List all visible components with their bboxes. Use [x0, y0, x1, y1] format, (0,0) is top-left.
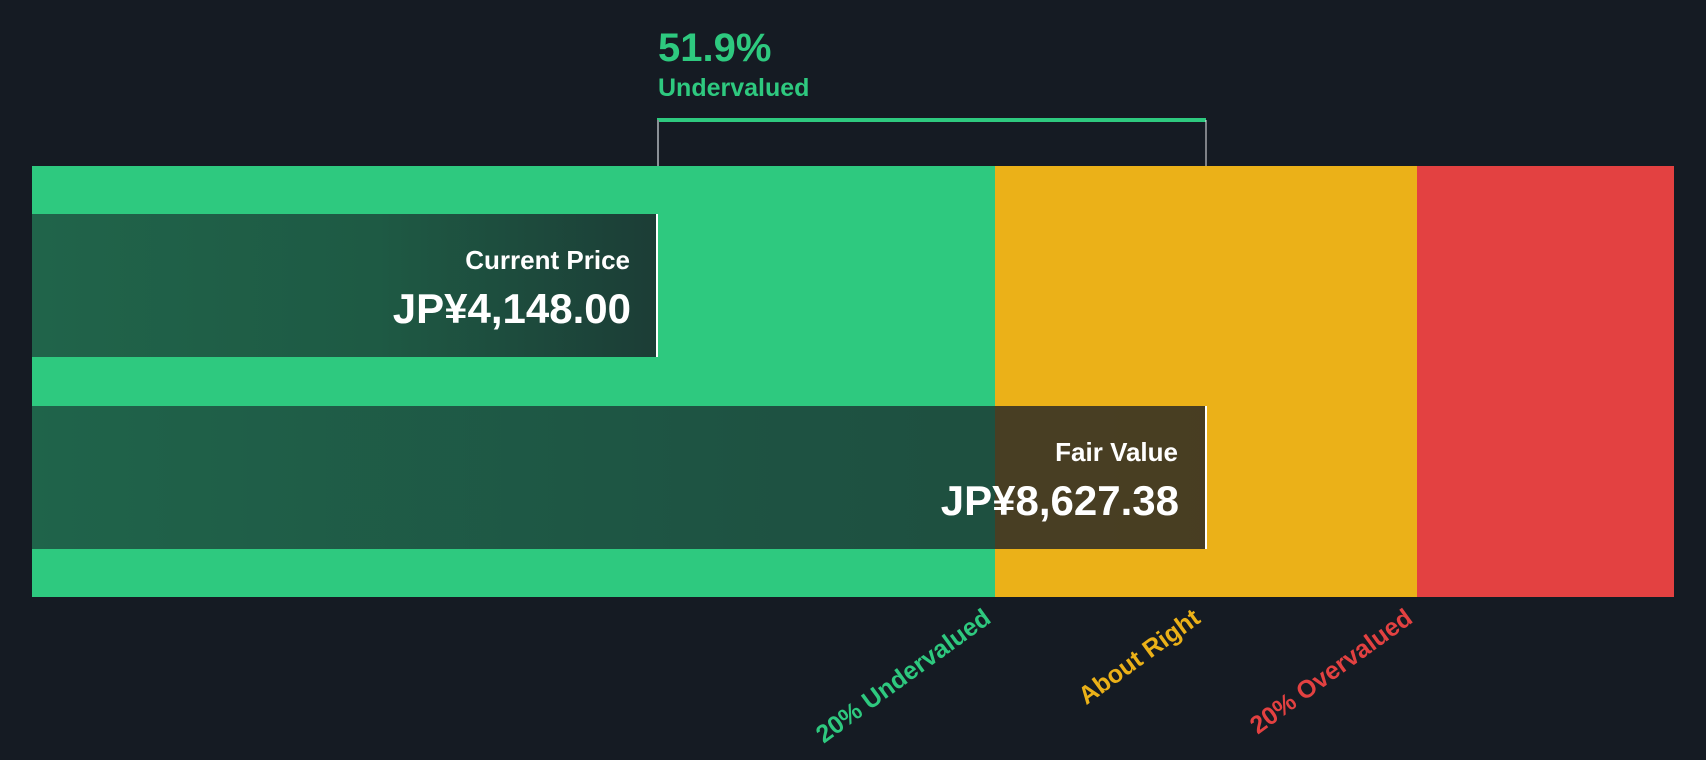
zone-label-undervalued: 20% Undervalued: [810, 603, 996, 749]
difference-bracket-top: [657, 118, 1206, 122]
current-price-label: Current Price: [465, 245, 630, 275]
current-price-bar: [32, 214, 657, 357]
zone-label-overvalued: 20% Overvalued: [1244, 603, 1418, 740]
fair-value-marker: [1205, 406, 1207, 549]
zone-overvalued: [1417, 166, 1674, 597]
fair-value-value: JP¥8,627.38: [940, 477, 1179, 524]
current-price-marker: [656, 214, 658, 357]
headline-label: Undervalued: [658, 74, 810, 102]
headline-percent: 51.9%: [658, 26, 772, 70]
fair-value-label: Fair Value: [1055, 437, 1178, 467]
fair-value-bar-yellow-segment: [995, 406, 1206, 549]
current-price-value: JP¥4,148.00: [392, 285, 631, 332]
zone-label-about-right: About Right: [1073, 603, 1206, 711]
